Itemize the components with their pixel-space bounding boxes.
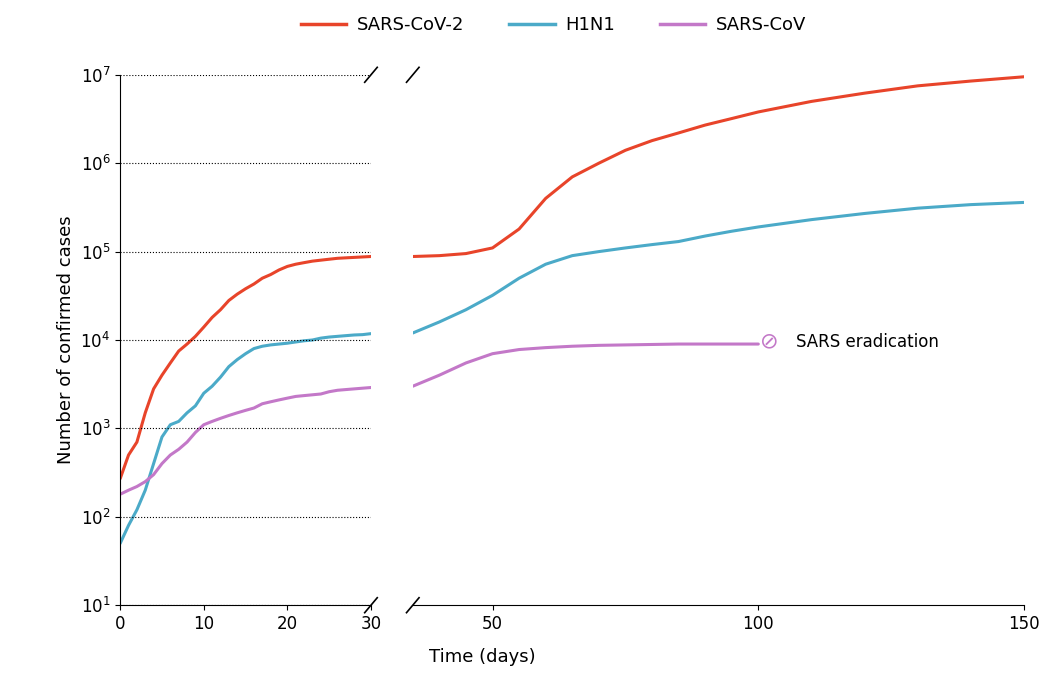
Text: Time (days): Time (days) bbox=[428, 649, 535, 666]
Text: SARS eradication: SARS eradication bbox=[795, 333, 938, 351]
Legend: SARS-CoV-2, H1N1, SARS-CoV: SARS-CoV-2, H1N1, SARS-CoV bbox=[294, 9, 814, 41]
Y-axis label: Number of confirmed cases: Number of confirmed cases bbox=[56, 216, 75, 464]
Text: ⊘: ⊘ bbox=[760, 332, 779, 352]
